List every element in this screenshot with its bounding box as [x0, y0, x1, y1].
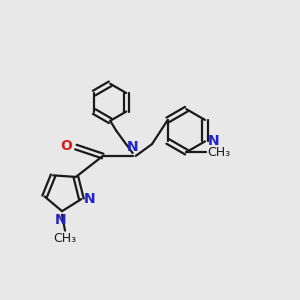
Text: N: N — [55, 213, 66, 227]
Text: O: O — [60, 139, 72, 153]
Text: N: N — [127, 140, 138, 154]
Text: N: N — [207, 134, 219, 148]
Text: N: N — [84, 192, 95, 206]
Text: CH₃: CH₃ — [53, 232, 76, 245]
Text: CH₃: CH₃ — [207, 146, 230, 159]
